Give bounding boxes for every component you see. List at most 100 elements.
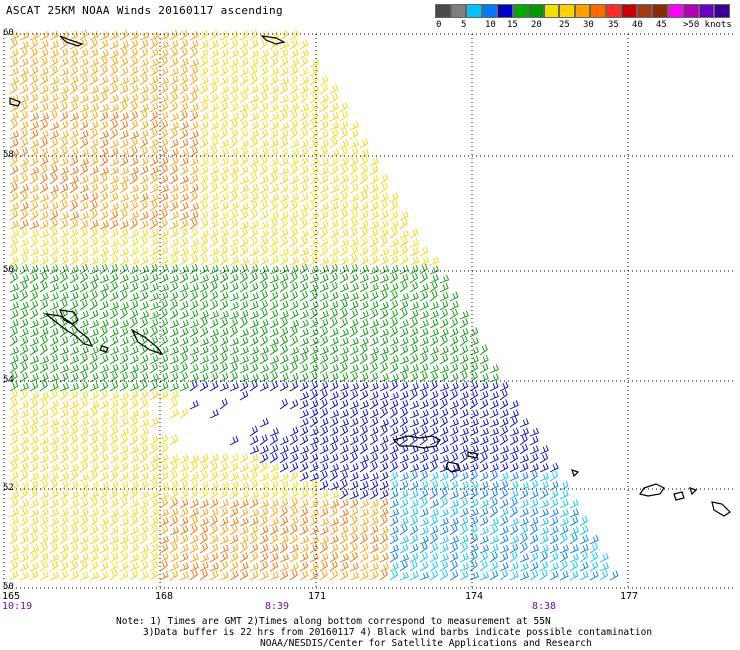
wind-barb — [89, 128, 98, 140]
wind-barb — [539, 508, 549, 518]
wind-barb — [419, 409, 429, 419]
wind-barb — [459, 435, 469, 446]
wind-barb — [349, 444, 359, 455]
wind-barb — [239, 281, 249, 293]
wind-barb — [529, 470, 538, 482]
wind-barb — [419, 535, 429, 545]
wind-barb — [459, 444, 469, 455]
wind-barb — [169, 562, 179, 572]
wind-barb — [169, 238, 179, 248]
wind-barb — [329, 237, 339, 248]
wind-barb — [109, 75, 119, 86]
wind-barb — [309, 508, 320, 518]
wind-barb — [59, 299, 68, 311]
wind-barb — [219, 481, 229, 491]
wind-barb — [219, 111, 229, 122]
wind-barb — [49, 40, 59, 50]
wind-barb — [229, 49, 239, 59]
wind-barb — [349, 435, 359, 446]
wind-barb — [19, 336, 29, 347]
wind-barb — [49, 571, 59, 581]
wind-barb — [309, 283, 319, 293]
wind-barb — [349, 452, 358, 464]
wind-barb — [299, 290, 309, 302]
wind-barb — [119, 228, 129, 239]
wind-barb — [69, 182, 78, 194]
wind-barb — [449, 524, 458, 536]
wind-barb — [279, 462, 289, 473]
wind-barb — [269, 362, 279, 374]
wind-barb — [49, 534, 59, 545]
wind-barb — [319, 265, 329, 275]
wind-barb — [339, 183, 349, 194]
wind-barb — [79, 535, 89, 545]
wind-barb — [459, 335, 468, 347]
wind-barb — [409, 364, 419, 374]
wind-barb — [379, 373, 389, 383]
wind-barb — [259, 515, 268, 527]
wind-barb — [99, 65, 108, 77]
wind-barb — [499, 381, 509, 392]
wind-barb — [39, 398, 48, 410]
wind-barb — [9, 417, 19, 428]
wind-barb — [29, 282, 39, 293]
wind-barb — [139, 380, 148, 392]
wind-barb — [9, 490, 19, 500]
wind-barb — [19, 101, 28, 113]
wind-barb — [199, 327, 209, 338]
wind-barb — [279, 488, 288, 500]
wind-barb — [169, 184, 179, 194]
wind-barb — [49, 30, 59, 41]
wind-barb — [559, 560, 568, 572]
wind-barb — [29, 83, 39, 95]
wind-barb — [119, 371, 129, 383]
wind-barb — [59, 480, 69, 491]
wind-barb — [279, 247, 289, 257]
wind-barb — [389, 272, 398, 284]
wind-barb — [159, 209, 168, 221]
wind-barb — [189, 191, 198, 203]
wind-barb — [449, 463, 459, 473]
wind-barb — [89, 299, 98, 311]
wind-barb — [9, 544, 19, 554]
wind-barb — [429, 453, 439, 464]
wind-barb — [479, 452, 488, 464]
wind-barb — [369, 391, 379, 401]
wind-barb — [339, 102, 349, 113]
wind-barb — [349, 355, 359, 365]
wind-barb — [169, 480, 179, 491]
wind-barb — [79, 130, 89, 140]
wind-barb — [159, 525, 169, 536]
colorbar-swatch — [683, 4, 699, 18]
wind-barb — [359, 416, 369, 428]
wind-barb — [479, 427, 489, 437]
wind-barb — [9, 165, 19, 176]
wind-barb — [259, 364, 269, 374]
wind-barb — [339, 139, 349, 149]
wind-barb — [559, 544, 569, 554]
wind-barb — [309, 255, 319, 266]
wind-barb — [469, 389, 479, 401]
wind-barb — [299, 381, 309, 392]
wind-barb — [89, 38, 98, 50]
wind-barb — [239, 481, 249, 491]
wind-barb — [59, 93, 69, 104]
wind-barb — [179, 382, 189, 392]
wind-barb — [299, 435, 309, 446]
wind-barb — [289, 445, 299, 455]
wind-barb — [129, 445, 139, 455]
wind-barb — [259, 272, 268, 284]
wind-barb — [69, 308, 78, 320]
wind-barb — [329, 165, 339, 176]
wind-barb — [189, 336, 199, 347]
wind-barb — [309, 175, 319, 185]
wind-barb — [19, 553, 29, 563]
wind-barb — [329, 481, 339, 491]
wind-barb — [149, 543, 159, 554]
wind-barb — [109, 508, 119, 518]
wind-barb — [9, 570, 19, 581]
wind-barb — [119, 148, 129, 158]
wind-barb — [59, 326, 68, 338]
wind-barb — [409, 317, 418, 329]
wind-barb — [279, 300, 289, 311]
